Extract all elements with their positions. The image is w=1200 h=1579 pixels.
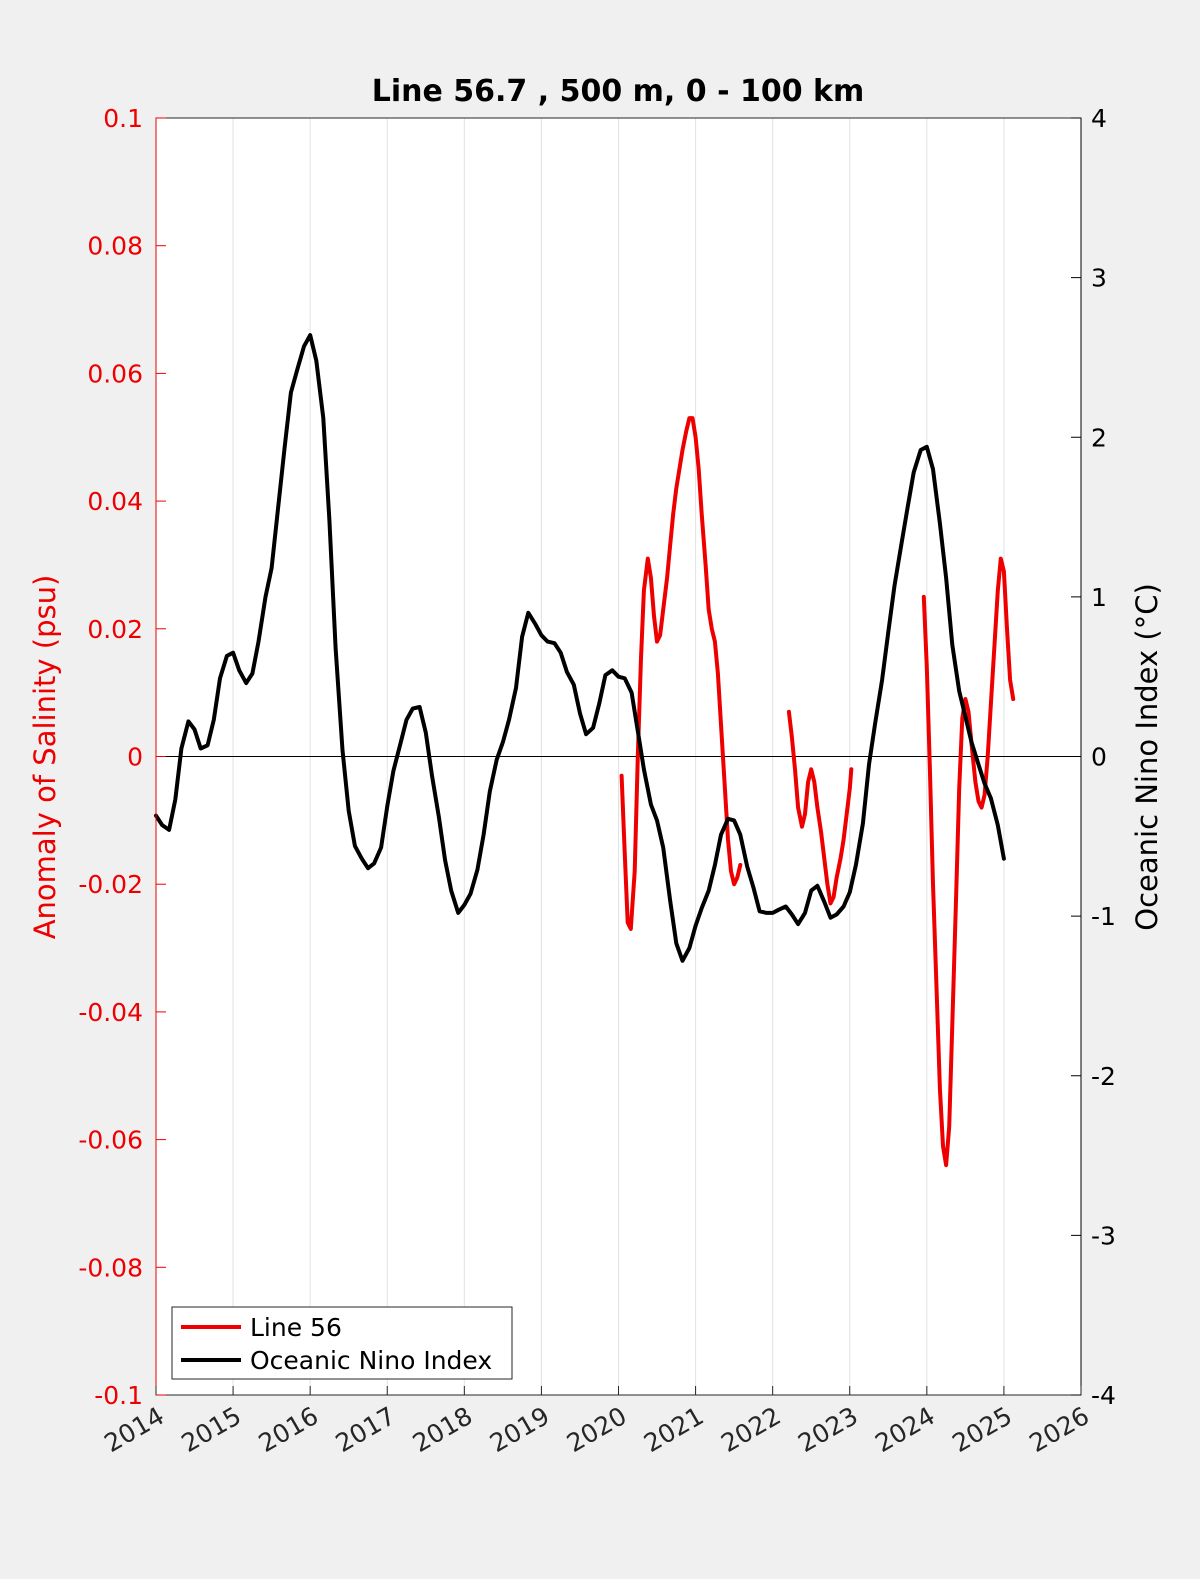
y-left-tick-label: 0.04 (87, 487, 143, 516)
y-left-tick-label: -0.1 (94, 1381, 143, 1410)
y-right-tick-label: -4 (1091, 1381, 1116, 1410)
y-right-tick-label: 3 (1091, 264, 1107, 293)
y-right-tick-label: 2 (1091, 423, 1107, 452)
legend-box (171, 1306, 513, 1380)
legend-label-oni: Oceanic Nino Index (250, 1346, 492, 1375)
legend: Line 56 Oceanic Nino Index (171, 1306, 513, 1380)
y-left-tick-label: -0.02 (78, 870, 143, 899)
y-right-tick-label: -1 (1091, 902, 1116, 931)
y-axis-right-label: Oceanic Nino Index (°C) (1130, 583, 1164, 931)
y-left-tick-label: 0.1 (103, 104, 143, 133)
y-left-tick-label: -0.04 (78, 998, 143, 1027)
series-line56-segment-1 (619, 416, 743, 931)
y-left-tick-label: -0.06 (78, 1126, 143, 1155)
y-right-tick-label: 4 (1091, 104, 1107, 133)
legend-label-line56: Line 56 (250, 1313, 342, 1342)
y-right-tick-label: -3 (1091, 1221, 1116, 1250)
y-left-tick-label: 0.08 (87, 232, 143, 261)
y-right-tick-label: -2 (1091, 1062, 1116, 1091)
y-left-tick-label: -0.08 (78, 1253, 143, 1282)
y-right-tick-label: 1 (1091, 583, 1107, 612)
y-left-tick-label: 0.02 (87, 615, 143, 644)
y-left-tick-label: 0 (127, 743, 143, 772)
series-oni-line (154, 333, 1006, 963)
y-right-tick-label: 0 (1091, 743, 1107, 772)
series-line56-segment-2 (786, 709, 854, 906)
y-axis-left-label: Anomaly of Salinity (psu) (28, 575, 62, 940)
series-layer (154, 333, 1016, 1168)
chart-title: Line 56.7 , 500 m, 0 - 100 km (372, 74, 865, 109)
series-line56-segment-3 (921, 556, 1016, 1168)
y-left-tick-label: 0.06 (87, 359, 143, 388)
